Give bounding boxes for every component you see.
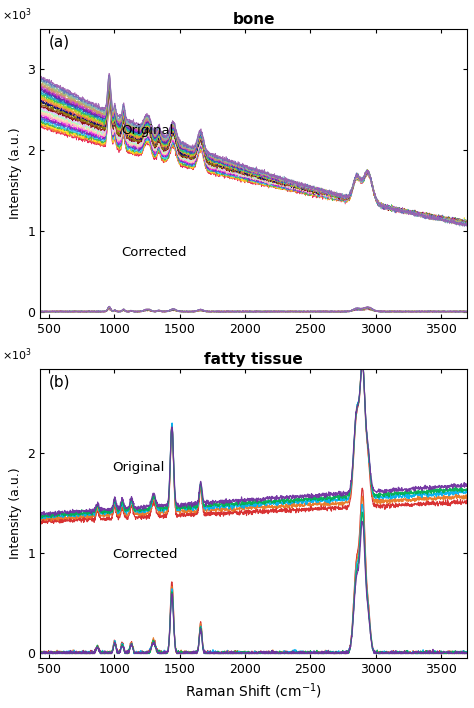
- Text: (b): (b): [48, 375, 70, 389]
- Text: Original: Original: [113, 461, 165, 474]
- Y-axis label: Intensity (a.u.): Intensity (a.u.): [9, 127, 22, 219]
- X-axis label: Raman Shift (cm$^{-1}$): Raman Shift (cm$^{-1}$): [185, 682, 322, 701]
- Title: bone: bone: [232, 12, 275, 28]
- Title: fatty tissue: fatty tissue: [204, 353, 303, 367]
- Text: (a): (a): [48, 34, 70, 50]
- Text: $\times$10$^3$: $\times$10$^3$: [1, 346, 31, 362]
- Text: Corrected: Corrected: [121, 246, 187, 258]
- Text: Original: Original: [121, 124, 173, 137]
- Text: $\times$10$^3$: $\times$10$^3$: [1, 6, 31, 23]
- Text: Corrected: Corrected: [113, 548, 178, 561]
- Y-axis label: Intensity (a.u.): Intensity (a.u.): [9, 467, 22, 559]
